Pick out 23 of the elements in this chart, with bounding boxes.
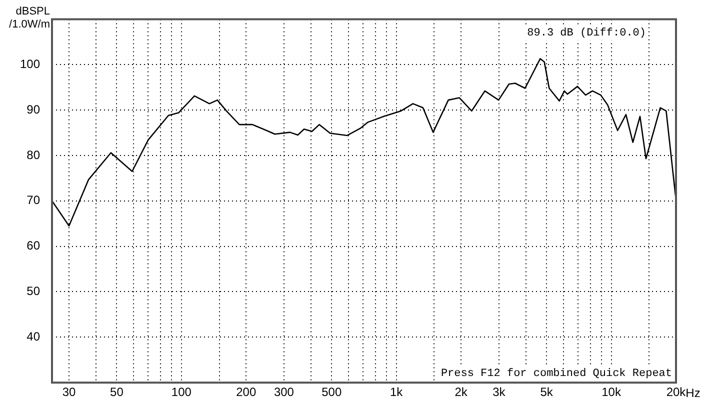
annotation: 89.3 dB (Diff:0.0) [527, 28, 646, 40]
x-tick-label: 2k [454, 385, 468, 400]
y-tick-label: 60 [26, 238, 40, 253]
annotation: Press F12 for combined Quick Repeat [440, 368, 672, 380]
x-tick-label: 50 [110, 385, 124, 400]
x-tick-label: 20k [666, 385, 687, 400]
y-tick-label: 40 [26, 329, 40, 344]
y-tick-label: 70 [26, 193, 40, 208]
x-tick-label: 1k [390, 385, 404, 400]
x-tick-label: 100 [171, 385, 192, 400]
y-tick-label: 90 [26, 102, 40, 116]
x-tick-label: 30 [62, 385, 76, 400]
x-tick-label: 3k [492, 385, 506, 400]
x-tick-label: 500 [322, 385, 342, 400]
y-tick-label: 50 [26, 284, 40, 298]
x-tick-label: 5k [540, 385, 554, 400]
y-tick-label: 80 [26, 148, 40, 162]
x-tick-label: 10k [602, 385, 622, 400]
x-tick-label: 200 [236, 385, 256, 400]
x-axis-title: Hz [686, 386, 700, 400]
y-axis-title: dBSPL /1.0W/m [9, 6, 50, 31]
y-tick-label: 100 [20, 56, 40, 71]
x-tick-label: 300 [274, 385, 294, 400]
